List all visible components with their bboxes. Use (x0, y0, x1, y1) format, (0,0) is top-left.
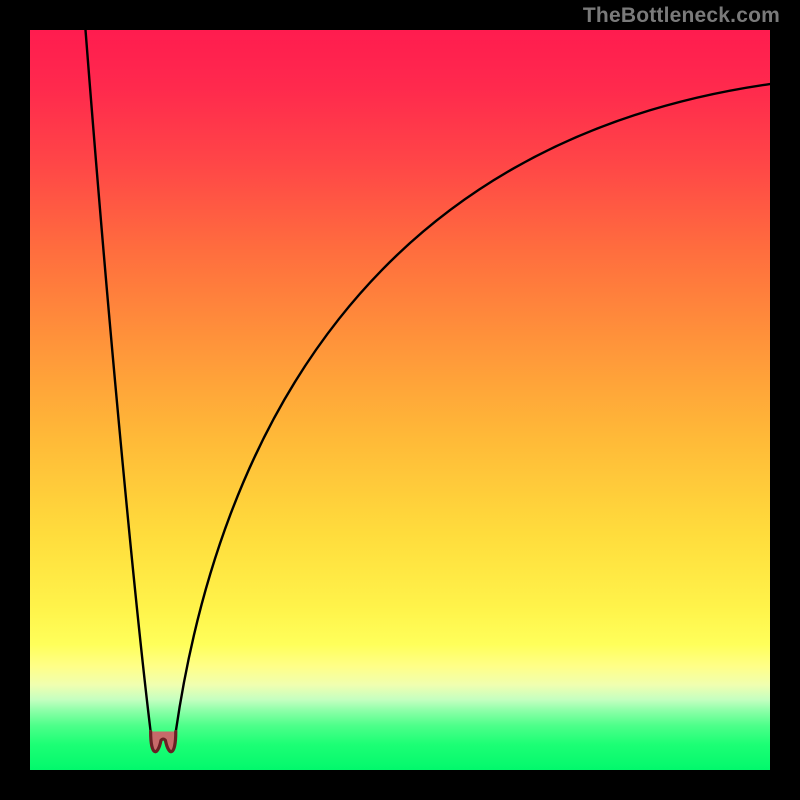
plot-svg (30, 30, 770, 770)
watermark-text: TheBottleneck.com (583, 4, 780, 28)
plot-area (30, 30, 770, 770)
gradient-background (30, 30, 770, 770)
